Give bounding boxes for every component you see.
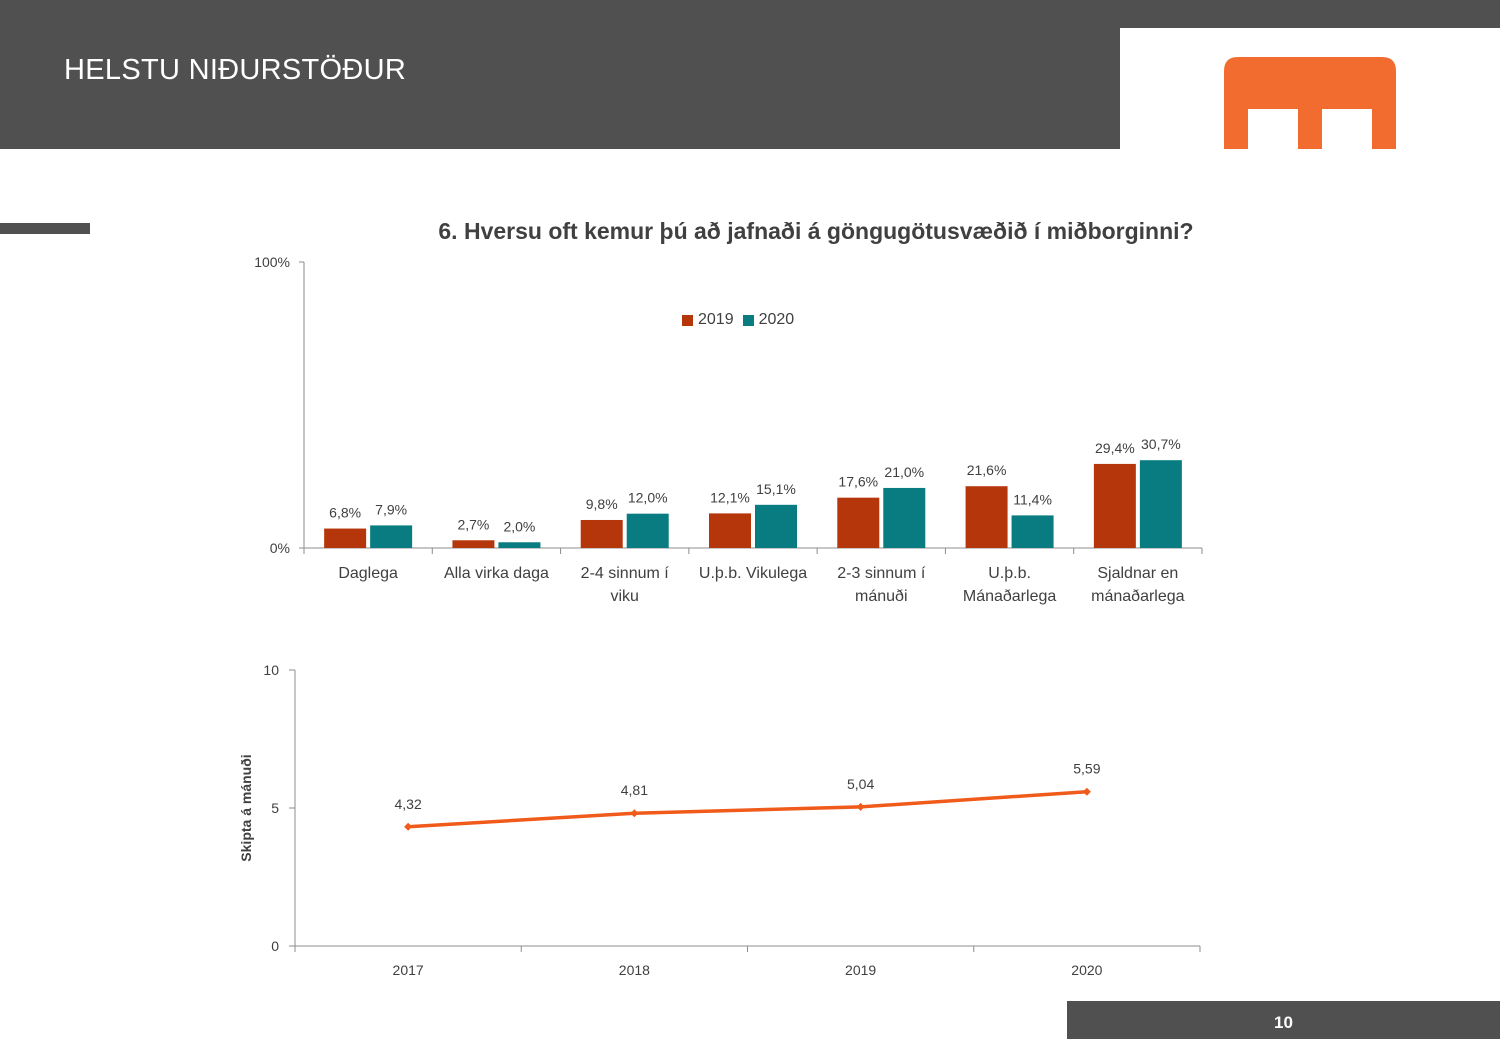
x-tick-label: 2018: [619, 962, 650, 978]
footer-bar: [1067, 1001, 1500, 1039]
category-label: Alla virka daga: [434, 562, 558, 585]
data-point: [404, 822, 413, 831]
data-label: 21,6%: [967, 462, 1007, 478]
line-chart-y-axis-label: Skipta á mánuði: [238, 754, 254, 862]
x-tick-label: 2019: [845, 962, 876, 978]
data-point: [856, 802, 865, 811]
header-bar: [0, 0, 1120, 149]
page-number: 10: [1274, 1013, 1293, 1032]
category-label: Daglega: [306, 562, 430, 585]
category-label-line: Mánaðarlega: [962, 588, 1057, 605]
category-label-line: Daglega: [338, 565, 398, 582]
data-point: [630, 809, 639, 818]
category-label-line: U.þ.b.: [988, 565, 1031, 582]
category-label-line: viku: [610, 588, 639, 605]
y-tick-label: 100%: [254, 254, 290, 270]
page-title: HELSTU NIÐURSTÖÐUR: [64, 54, 407, 86]
logo-shape: [1224, 57, 1396, 149]
bar-2019: [324, 528, 367, 548]
data-label: 2,0%: [503, 518, 535, 534]
bar-2020: [755, 504, 797, 548]
y-tick-label: 0%: [270, 540, 290, 556]
category-label-line: 2-3 sinnum í: [837, 565, 926, 582]
legend-label: 2019: [698, 311, 734, 328]
bar-2020: [370, 525, 413, 548]
data-label: 5,04: [847, 776, 874, 792]
x-tick-label: 2020: [1071, 962, 1102, 978]
bar-2019: [1093, 463, 1136, 548]
category-label-line: mánuði: [855, 588, 908, 605]
data-label: 4,81: [621, 782, 648, 798]
data-label: 21,0%: [884, 464, 924, 480]
category-label: U.þ.b. Mánaðarlega: [948, 562, 1072, 608]
bar-2019: [452, 540, 495, 548]
bar-2019: [965, 486, 1008, 548]
legend-item-2020: 2020: [742, 311, 795, 329]
legend-label: 2020: [758, 311, 795, 328]
logo: [1224, 57, 1396, 149]
data-label: 11,4%: [1013, 491, 1052, 507]
bar-2019: [580, 519, 623, 548]
data-label: 5,59: [1073, 761, 1100, 777]
category-label: 2-3 sinnum í mánuði: [819, 562, 943, 608]
data-label: 17,6%: [838, 474, 878, 490]
data-label: 15,1%: [756, 481, 796, 497]
bar-2020: [883, 487, 926, 548]
legend: 2019 2020: [682, 311, 803, 329]
category-label-line: Sjaldnar en: [1097, 565, 1179, 582]
data-label: 30,7%: [1141, 436, 1181, 452]
category-label: U.þ.b. Vikulega: [691, 562, 815, 585]
series-line: [408, 789, 1087, 829]
y-tick-label: 0: [271, 938, 279, 954]
data-label: 29,4%: [1095, 440, 1135, 456]
category-label: 2-4 sinnum í viku: [563, 562, 687, 608]
category-label-line: mánaðarlega: [1091, 588, 1185, 605]
data-label: 9,8%: [586, 496, 618, 512]
category-label-line: Alla virka daga: [443, 565, 549, 582]
category-label-line: 2-4 sinnum í: [580, 565, 669, 582]
bar-2020: [1139, 460, 1182, 548]
bar-2019: [709, 513, 751, 548]
data-label: 12,0%: [628, 490, 668, 506]
bar-2020: [1011, 515, 1054, 548]
legend-swatch: [682, 314, 693, 326]
data-label: 6,8%: [329, 505, 361, 521]
category-label: Sjaldnar en mánaðarlega: [1076, 562, 1200, 608]
data-label: 4,32: [395, 796, 422, 812]
data-label: 12,1%: [710, 489, 750, 505]
bar-2019: [837, 497, 880, 548]
legend-swatch: [742, 314, 754, 326]
y-tick-label: 10: [263, 662, 279, 678]
legend-item-2019: 2019: [682, 311, 734, 329]
bar-2020: [498, 542, 541, 548]
x-tick-label: 2017: [393, 962, 424, 978]
data-label: 2,7%: [457, 516, 489, 532]
y-tick-label: 5: [271, 800, 279, 816]
data-point: [1082, 787, 1091, 796]
side-accent-bar: [0, 223, 90, 234]
chart-title: 6. Hversu oft kemur þú að jafnaði á göng…: [438, 218, 1194, 244]
data-label: 7,9%: [375, 501, 407, 517]
header-strip: [1120, 0, 1500, 28]
category-label-line: U.þ.b. Vikulega: [698, 565, 808, 582]
bar-2020: [626, 513, 669, 548]
